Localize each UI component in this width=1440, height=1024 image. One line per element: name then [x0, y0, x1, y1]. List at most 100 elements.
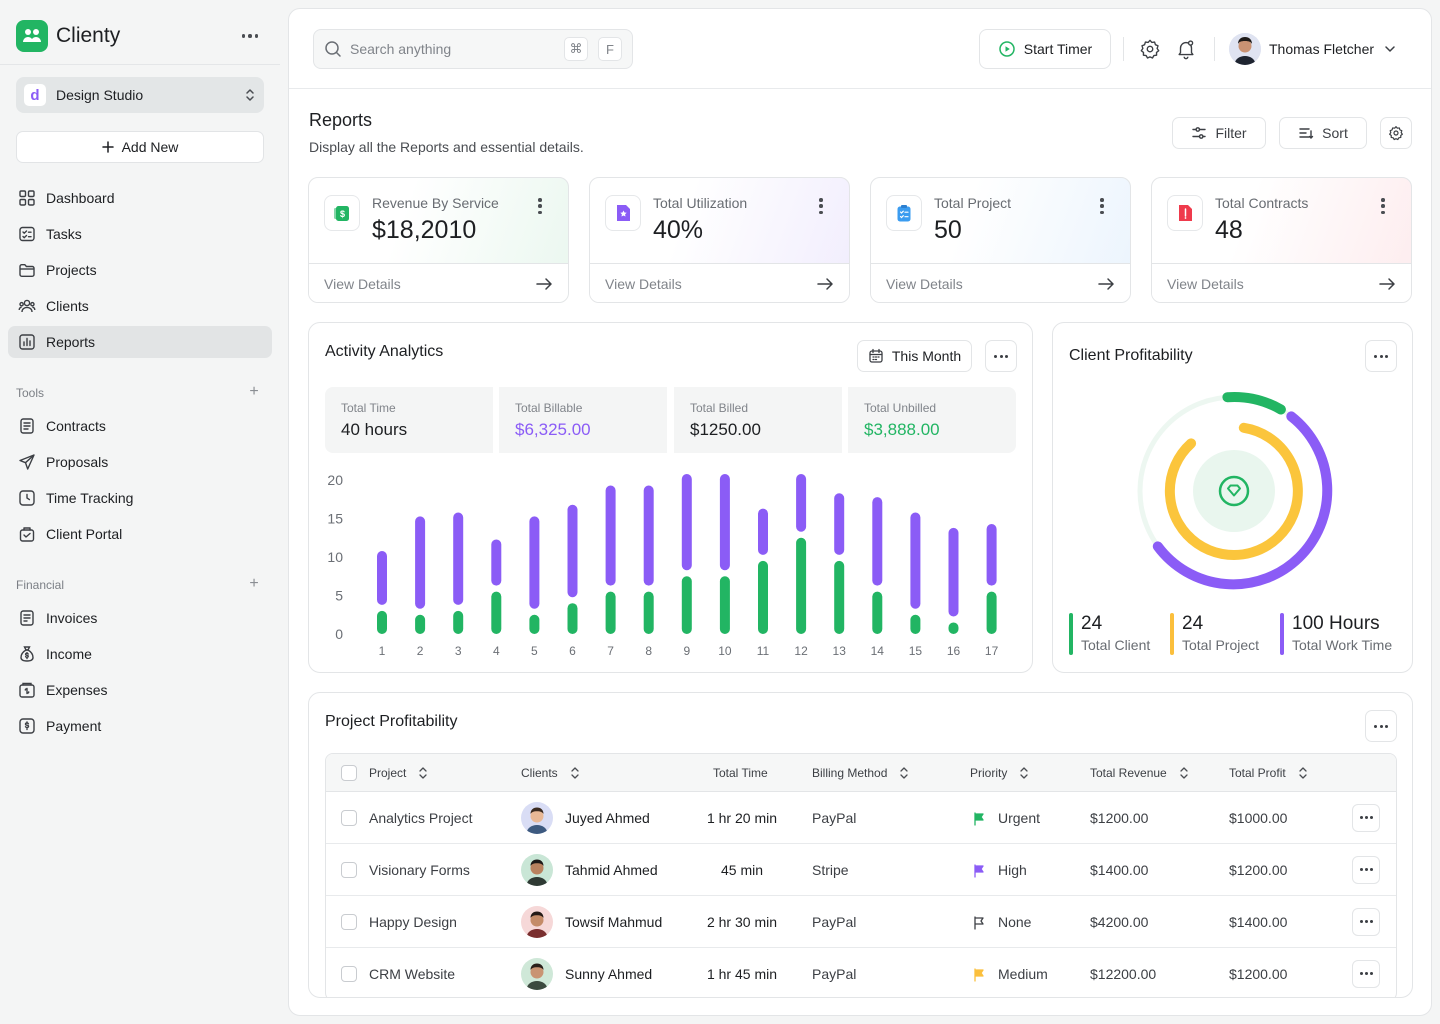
bar-green-16[interactable] — [948, 622, 959, 634]
bar-green-5[interactable] — [529, 614, 540, 634]
bar-green-15[interactable] — [910, 614, 921, 634]
sidebar-item-proposals[interactable]: Proposals — [8, 446, 272, 478]
bar-purple-12[interactable] — [796, 474, 807, 532]
stat-color-bar — [1170, 613, 1174, 655]
sidebar-more-icon[interactable] — [238, 26, 262, 46]
start-timer-button[interactable]: Start Timer — [979, 29, 1111, 69]
bar-green-3[interactable] — [453, 610, 464, 634]
bar-green-8[interactable] — [643, 591, 654, 634]
bar-green-13[interactable] — [834, 560, 845, 634]
bar-green-6[interactable] — [567, 603, 578, 634]
stat-card-utilization[interactable]: Total Utilization 40% View Details — [589, 177, 850, 303]
search-input[interactable] — [350, 41, 554, 57]
view-details-link[interactable]: View Details — [309, 263, 568, 302]
bar-purple-2[interactable] — [415, 516, 426, 609]
row-checkbox[interactable] — [341, 896, 357, 947]
search-box[interactable]: ⌘ F — [313, 29, 633, 69]
row-more-button[interactable] — [1352, 959, 1380, 988]
bar-green-2[interactable] — [415, 614, 426, 634]
column-header-total-time[interactable]: Total Time — [713, 754, 768, 791]
bar-purple-10[interactable] — [719, 474, 730, 571]
filter-button[interactable]: Filter — [1172, 117, 1266, 149]
card-menu-icon[interactable] — [1378, 196, 1388, 216]
card-menu-icon[interactable] — [816, 196, 826, 216]
bar-green-10[interactable] — [719, 576, 730, 634]
sidebar-item-income[interactable]: Income — [8, 638, 272, 670]
bar-green-11[interactable] — [758, 560, 768, 634]
bar-purple-9[interactable] — [681, 474, 692, 571]
sidebar-item-payment[interactable]: Payment — [8, 710, 272, 742]
financial-add-icon[interactable]: + — [249, 575, 259, 592]
card-menu-icon[interactable] — [1097, 196, 1107, 216]
sidebar-item-clients[interactable]: Clients — [8, 290, 272, 322]
add-new-button[interactable]: Add New — [16, 131, 264, 163]
sidebar-item-projects[interactable]: Projects — [8, 254, 272, 286]
row-more-button[interactable] — [1352, 855, 1380, 884]
column-header-clients[interactable]: Clients — [521, 754, 586, 791]
workspace-switcher[interactable]: d Design Studio — [16, 77, 264, 113]
sidebar-item-expenses[interactable]: Expenses — [8, 674, 272, 706]
sidebar-item-contracts[interactable]: Contracts — [8, 410, 272, 442]
sidebar-item-client-portal[interactable]: Client Portal — [8, 518, 272, 550]
column-header-billing-method[interactable]: Billing Method — [812, 754, 915, 791]
tools-add-icon[interactable]: + — [249, 383, 259, 400]
card-menu-icon[interactable] — [535, 196, 545, 216]
bar-green-9[interactable] — [681, 576, 692, 634]
bar-purple-7[interactable] — [605, 485, 616, 586]
user-menu[interactable]: Thomas Fletcher — [1229, 31, 1398, 67]
brand[interactable]: Clienty — [16, 20, 120, 52]
column-header-project[interactable]: Project — [369, 754, 434, 791]
bar-purple-17[interactable] — [986, 524, 997, 586]
bar-green-7[interactable] — [605, 591, 616, 634]
settings-icon[interactable] — [1138, 37, 1162, 61]
sort-button[interactable]: Sort — [1279, 117, 1367, 149]
bar-purple-13[interactable] — [834, 493, 845, 555]
bar-green-14[interactable] — [872, 591, 883, 634]
bar-purple-14[interactable] — [872, 497, 883, 586]
bar-purple-8[interactable] — [643, 485, 654, 586]
bar-purple-6[interactable] — [567, 504, 578, 598]
table-row[interactable]: CRM Website Sunny Ahmed 1 hr 45 min PayPal M… — [326, 948, 1396, 997]
client-profitability-more-button[interactable] — [1365, 340, 1397, 372]
bar-purple-16[interactable] — [948, 527, 959, 617]
sidebar-item-tasks[interactable]: Tasks — [8, 218, 272, 250]
sidebar-item-dashboard[interactable]: Dashboard — [8, 182, 272, 214]
column-header-priority[interactable]: Priority — [970, 754, 1035, 791]
row-checkbox[interactable] — [341, 844, 357, 895]
activity-more-button[interactable] — [985, 340, 1017, 372]
table-row[interactable]: Happy Design Towsif Mahmud 2 hr 30 min PayP… — [326, 896, 1396, 948]
bar-purple-4[interactable] — [491, 539, 502, 586]
report-settings-button[interactable] — [1380, 117, 1412, 149]
bar-green-1[interactable] — [377, 610, 387, 634]
table-row[interactable]: Visionary Forms Tahmid Ahmed 45 min Stripe H… — [326, 844, 1396, 896]
stat-card-total-project[interactable]: Total Project 50 View Details — [870, 177, 1131, 303]
bar-green-12[interactable] — [796, 537, 807, 634]
view-details-link[interactable]: View Details — [1152, 263, 1411, 302]
notification-bell-icon[interactable] — [1174, 37, 1198, 61]
sidebar-item-reports[interactable]: Reports — [8, 326, 272, 358]
period-select[interactable]: This Month — [857, 340, 972, 372]
row-checkbox[interactable] — [341, 792, 357, 843]
bar-green-17[interactable] — [986, 591, 997, 634]
bar-purple-3[interactable] — [453, 512, 464, 605]
row-more-button[interactable] — [1352, 907, 1380, 936]
view-details-link[interactable]: View Details — [871, 263, 1130, 302]
project-profitability-more-button[interactable] — [1365, 710, 1397, 742]
bar-purple-1[interactable] — [377, 551, 387, 605]
bar-purple-15[interactable] — [910, 512, 921, 609]
stat-card-revenue[interactable]: $ Revenue By Service $18,2010 View Detai… — [308, 177, 569, 303]
column-header-total-revenue[interactable]: Total Revenue — [1090, 754, 1195, 791]
view-details-link[interactable]: View Details — [590, 263, 849, 302]
select-all-checkbox[interactable] — [341, 754, 357, 791]
bar-purple-5[interactable] — [529, 516, 540, 609]
bar-green-4[interactable] — [491, 591, 502, 634]
folder-icon — [19, 264, 35, 277]
table-row[interactable]: Analytics Project Juyed Ahmed 1 hr 20 min P… — [326, 792, 1396, 844]
column-header-total-profit[interactable]: Total Profit — [1229, 754, 1314, 791]
row-more-button[interactable] — [1352, 803, 1380, 832]
stat-card-contracts[interactable]: Total Contracts 48 View Details — [1151, 177, 1412, 303]
sidebar-item-time-tracking[interactable]: Time Tracking — [8, 482, 272, 514]
sidebar-item-invoices[interactable]: Invoices — [8, 602, 272, 634]
bar-purple-11[interactable] — [758, 508, 768, 555]
row-checkbox[interactable] — [341, 948, 357, 997]
